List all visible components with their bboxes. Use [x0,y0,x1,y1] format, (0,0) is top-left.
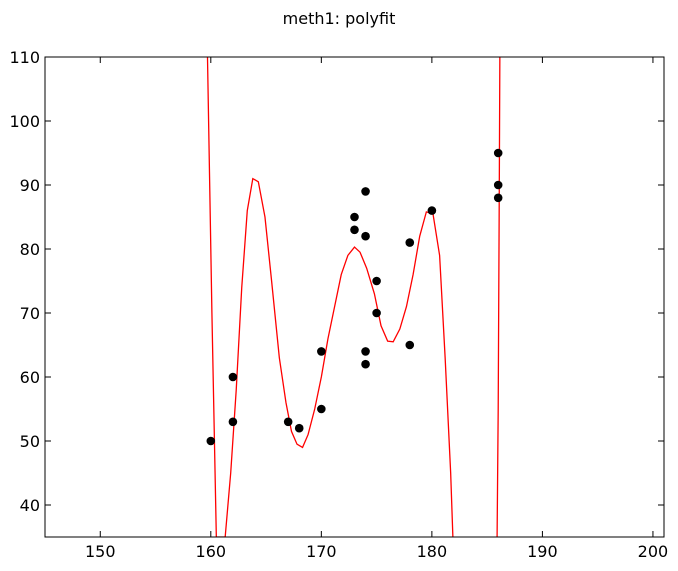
y-tick-label: 80 [20,240,40,259]
data-point [361,187,370,196]
y-tick-label: 90 [20,176,40,195]
fit-line-1 [206,57,454,537]
y-tick-label: 70 [20,304,40,323]
data-point [228,417,238,427]
y-tick-label: 60 [20,368,40,387]
data-point [361,359,370,369]
data-point [372,276,381,286]
data-point [283,417,293,427]
data-point [228,372,238,382]
y-tick-label: 110 [9,48,40,67]
data-point [317,404,326,414]
data-point [493,193,503,203]
data-point [317,347,326,356]
data-point [405,340,415,350]
axes-frame [44,56,665,538]
y-tick-label: 40 [20,496,40,515]
data-point [361,231,370,241]
x-tick-label: 200 [638,542,669,561]
fit-line-2 [496,57,501,537]
x-tick-label: 160 [196,542,227,561]
data-point [361,347,370,356]
data-point [350,225,359,235]
data-point [294,423,304,433]
y-tick-label: 50 [20,432,40,451]
data-point [350,212,359,222]
data-point [493,148,503,158]
data-point [493,180,503,190]
data-point [427,206,437,215]
data-point [405,238,415,247]
data-point [206,436,216,446]
y-tick-label: 100 [9,112,40,131]
x-tick-label: 180 [417,542,448,561]
x-tick-label: 170 [306,542,337,561]
chart-title: meth1: polyfit [283,9,396,28]
series-group [206,57,503,537]
x-tick-label: 190 [527,542,558,561]
data-point [372,308,381,318]
plot-area: 150 160 170 180 190 200 40 50 60 70 80 90 100 110 [9,48,668,561]
x-tick-label: 150 [85,542,116,561]
